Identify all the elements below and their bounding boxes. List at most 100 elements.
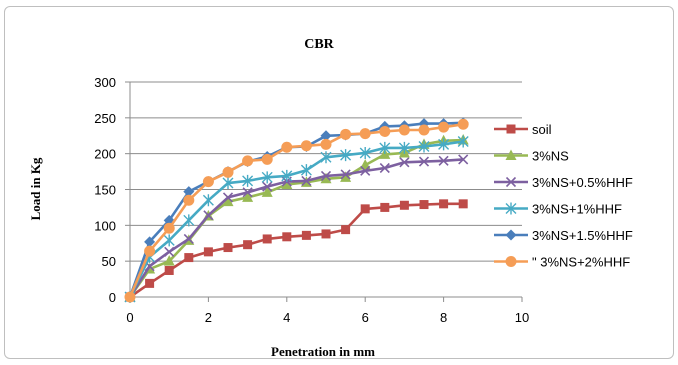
data-point <box>399 200 409 210</box>
data-point <box>164 246 175 257</box>
data-point <box>379 162 390 174</box>
data-point <box>202 176 214 188</box>
legend-marker <box>505 176 517 188</box>
data-point <box>183 194 195 206</box>
y-tick-label: 50 <box>102 254 116 269</box>
data-point <box>222 177 234 190</box>
legend-item: " 3%NS+2%HHF <box>494 255 630 270</box>
data-point <box>359 128 371 140</box>
data-point <box>222 166 234 178</box>
legend-label: 3%NS <box>532 149 569 164</box>
series-group <box>124 117 469 303</box>
series-5 <box>124 117 469 303</box>
data-point <box>183 233 194 245</box>
data-point <box>222 195 234 207</box>
data-point <box>281 178 293 189</box>
tick-labels: 0 50 100 150 200 250 300 0 2 4 6 8 10 <box>94 75 529 325</box>
legend-item: 3%NS <box>494 149 569 164</box>
data-point <box>301 175 312 186</box>
data-point <box>379 141 391 154</box>
legend-marker <box>505 229 517 241</box>
data-point <box>301 230 311 240</box>
data-point <box>145 278 155 288</box>
chart-title: CBR <box>304 37 334 52</box>
legend: soil 3%NS 3%NS+0.5%HHF 3%NS+1%HHF 3%NS+1.5%H… <box>494 122 633 270</box>
data-point <box>379 125 391 137</box>
data-point <box>419 200 429 210</box>
data-point <box>203 247 213 257</box>
data-point <box>242 155 254 167</box>
data-point <box>438 155 449 166</box>
data-point <box>281 169 293 182</box>
x-tick-label: 10 <box>515 310 529 325</box>
data-point <box>320 138 332 150</box>
y-tick-label: 200 <box>94 147 116 162</box>
legend-label: soil <box>532 122 552 137</box>
data-point <box>144 236 156 248</box>
data-point <box>183 214 195 227</box>
series-3 <box>124 154 469 303</box>
data-point <box>418 140 430 153</box>
data-point <box>242 187 253 198</box>
x-tick-label: 0 <box>126 310 133 325</box>
data-point <box>321 229 331 239</box>
data-point <box>202 194 214 207</box>
data-point <box>261 153 273 165</box>
legend-item: 3%NS+1.5%HHF <box>494 228 633 243</box>
series-1 <box>125 199 468 302</box>
data-point <box>418 124 430 136</box>
y-tick-label: 300 <box>94 75 116 90</box>
data-point <box>262 181 273 192</box>
data-point <box>340 128 352 140</box>
data-point <box>203 210 214 221</box>
data-point <box>320 151 332 164</box>
series-4 <box>124 135 469 303</box>
data-point <box>380 202 390 212</box>
series-line <box>128 140 464 298</box>
data-point <box>360 165 371 176</box>
legend-marker <box>505 256 517 267</box>
x-tick-label: 8 <box>440 310 447 325</box>
data-point <box>184 253 194 263</box>
data-point <box>300 140 312 152</box>
data-point <box>398 124 410 136</box>
data-point <box>242 174 254 187</box>
series-line <box>128 138 464 298</box>
legend-item: 3%NS+1%HHF <box>494 202 622 217</box>
data-point <box>438 138 450 151</box>
y-tick-label: 250 <box>94 111 116 126</box>
series-6 <box>124 118 469 303</box>
data-point <box>223 243 233 253</box>
data-point <box>398 141 410 154</box>
data-point <box>242 191 254 202</box>
data-point <box>340 171 352 182</box>
x-tick-label: 4 <box>283 310 290 325</box>
data-point <box>438 121 450 133</box>
data-point <box>418 156 430 167</box>
legend-item: 3%NS+0.5%HHF <box>494 175 633 190</box>
data-point <box>261 171 273 184</box>
data-point <box>439 199 449 209</box>
data-point <box>164 265 174 275</box>
data-point <box>243 240 253 250</box>
legend-label: 3%NS+0.5%HHF <box>532 175 633 190</box>
data-point <box>262 234 272 244</box>
data-point <box>144 245 156 257</box>
y-axis-title: Load in Kg <box>28 157 43 220</box>
data-point <box>340 169 351 180</box>
legend-marker <box>506 124 516 134</box>
data-point <box>320 170 332 181</box>
data-point <box>320 172 332 184</box>
chart-frame <box>4 6 674 359</box>
data-point <box>300 164 312 177</box>
data-point <box>222 192 234 203</box>
legend-label: 3%NS+1%HHF <box>532 202 622 217</box>
legend-label: 3%NS+1.5%HHF <box>532 228 633 243</box>
legend-marker <box>505 202 517 215</box>
data-point <box>163 222 175 234</box>
y-tick-label: 0 <box>109 290 116 305</box>
data-point <box>261 186 273 197</box>
legend-marker <box>505 149 517 160</box>
x-axis-title: Penetration in mm <box>271 344 375 359</box>
